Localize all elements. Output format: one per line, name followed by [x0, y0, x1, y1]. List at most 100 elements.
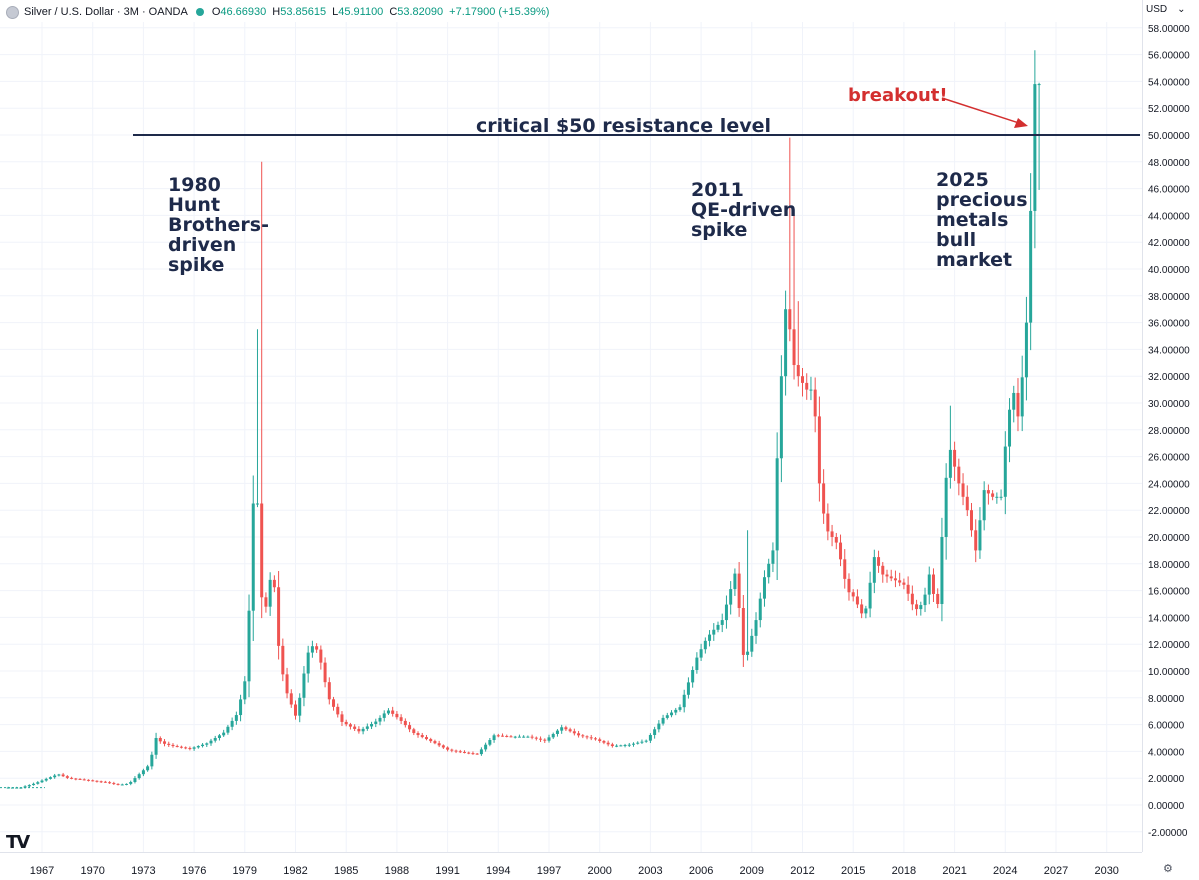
- close-label: C: [389, 6, 398, 18]
- chart-legend: Silver / U.S. Dollar · 3M · OANDA O 46.66…: [6, 4, 555, 20]
- candle: [230, 717, 234, 731]
- candle: [915, 599, 919, 616]
- candle: [454, 749, 458, 754]
- candle: [560, 724, 564, 734]
- y-tick-label: 54.00000: [1148, 77, 1190, 88]
- y-tick-label: 18.00000: [1148, 560, 1190, 571]
- chart-grid: [0, 22, 1142, 852]
- candle: [441, 744, 445, 749]
- candle: [234, 711, 238, 725]
- gear-icon[interactable]: ⚙: [1163, 863, 1173, 875]
- candle: [399, 714, 403, 725]
- candle: [923, 587, 927, 613]
- candle: [703, 637, 707, 654]
- candle: [851, 589, 855, 602]
- candle: [217, 733, 221, 741]
- candle: [902, 578, 906, 590]
- candle: [1024, 296, 1028, 401]
- candle: [860, 599, 864, 619]
- y-tick-label: 50.00000: [1148, 131, 1190, 142]
- candle: [530, 734, 534, 740]
- candle: [429, 737, 433, 743]
- candle: [420, 732, 424, 739]
- candle: [302, 666, 306, 707]
- y-tick-label: 58.00000: [1148, 24, 1190, 35]
- symbol-title[interactable]: Silver / U.S. Dollar · 3M · OANDA: [24, 6, 188, 18]
- candle: [809, 376, 813, 401]
- candle: [636, 741, 640, 745]
- candle: [361, 726, 365, 735]
- candle: [665, 712, 669, 720]
- y-tick-label: 2.00000: [1148, 774, 1185, 785]
- currency-selector[interactable]: USD ⌄: [1146, 4, 1186, 15]
- candle: [834, 532, 838, 550]
- resistance-label: critical $50 resistance level: [476, 115, 771, 137]
- candle: [606, 740, 610, 747]
- candle: [48, 776, 52, 780]
- candle: [365, 723, 369, 731]
- candle: [653, 726, 657, 739]
- candle: [446, 746, 450, 752]
- open-value: 46.66930: [220, 6, 267, 18]
- candle: [260, 161, 264, 619]
- candle: [129, 780, 133, 786]
- candle: [720, 613, 724, 633]
- y-tick-label: 8.00000: [1148, 694, 1185, 705]
- x-tick-label: 1967: [30, 865, 54, 877]
- candle: [961, 473, 965, 506]
- candle: [712, 623, 716, 641]
- candle: [648, 733, 652, 744]
- tradingview-logo[interactable]: TV: [6, 832, 30, 853]
- time-axis[interactable]: 1967 1970 1973 1976 1979 1982 1985 1988 1991 1994…: [0, 852, 1142, 878]
- candle: [695, 652, 699, 674]
- candle: [699, 643, 703, 661]
- candle: [555, 729, 559, 737]
- candle: [767, 558, 771, 584]
- candle: [99, 780, 103, 784]
- candle: [661, 714, 665, 726]
- candle: [974, 519, 978, 563]
- candle: [412, 727, 416, 736]
- chevron-down-icon: ⌄: [1177, 4, 1186, 15]
- price-axis[interactable]: -2.00000 0.00000 2.00000 4.00000 6.00000 8.00…: [1142, 0, 1199, 880]
- candle: [226, 724, 230, 735]
- breakout-arrowhead: [1014, 118, 1028, 128]
- candle: [944, 463, 948, 560]
- candle: [103, 780, 107, 783]
- candle: [243, 676, 247, 705]
- y-tick-label: 44.00000: [1148, 211, 1190, 222]
- candle: [991, 490, 995, 501]
- y-tick-label: 42.00000: [1148, 238, 1190, 249]
- candle: [906, 576, 910, 601]
- candle: [610, 742, 614, 748]
- candle: [602, 739, 606, 745]
- candle: [839, 534, 843, 567]
- candle: [395, 711, 399, 720]
- candle: [310, 640, 314, 658]
- candle: [501, 733, 505, 737]
- y-tick-label: 26.00000: [1148, 453, 1190, 464]
- y-tick-label: 38.00000: [1148, 292, 1190, 303]
- candle: [686, 677, 690, 699]
- candle: [1037, 82, 1041, 190]
- candle: [1003, 431, 1007, 515]
- annotation-1980-spike: 1980 Hunt Brothers-driven spike: [168, 174, 269, 276]
- candle: [893, 570, 897, 588]
- candle: [272, 575, 276, 593]
- candle: [547, 734, 551, 743]
- candle: [830, 524, 834, 547]
- candle: [670, 710, 674, 718]
- candle: [315, 643, 319, 653]
- candle: [332, 696, 336, 711]
- candle: [657, 720, 661, 733]
- candlestick-series: [0, 50, 1041, 789]
- candle: [277, 571, 281, 660]
- candle: [201, 743, 205, 748]
- candle: [957, 458, 961, 496]
- candle: [813, 377, 817, 433]
- y-tick-label: 32.00000: [1148, 372, 1190, 383]
- candle: [163, 739, 167, 747]
- candle: [746, 530, 750, 661]
- y-tick-label: 22.00000: [1148, 506, 1190, 517]
